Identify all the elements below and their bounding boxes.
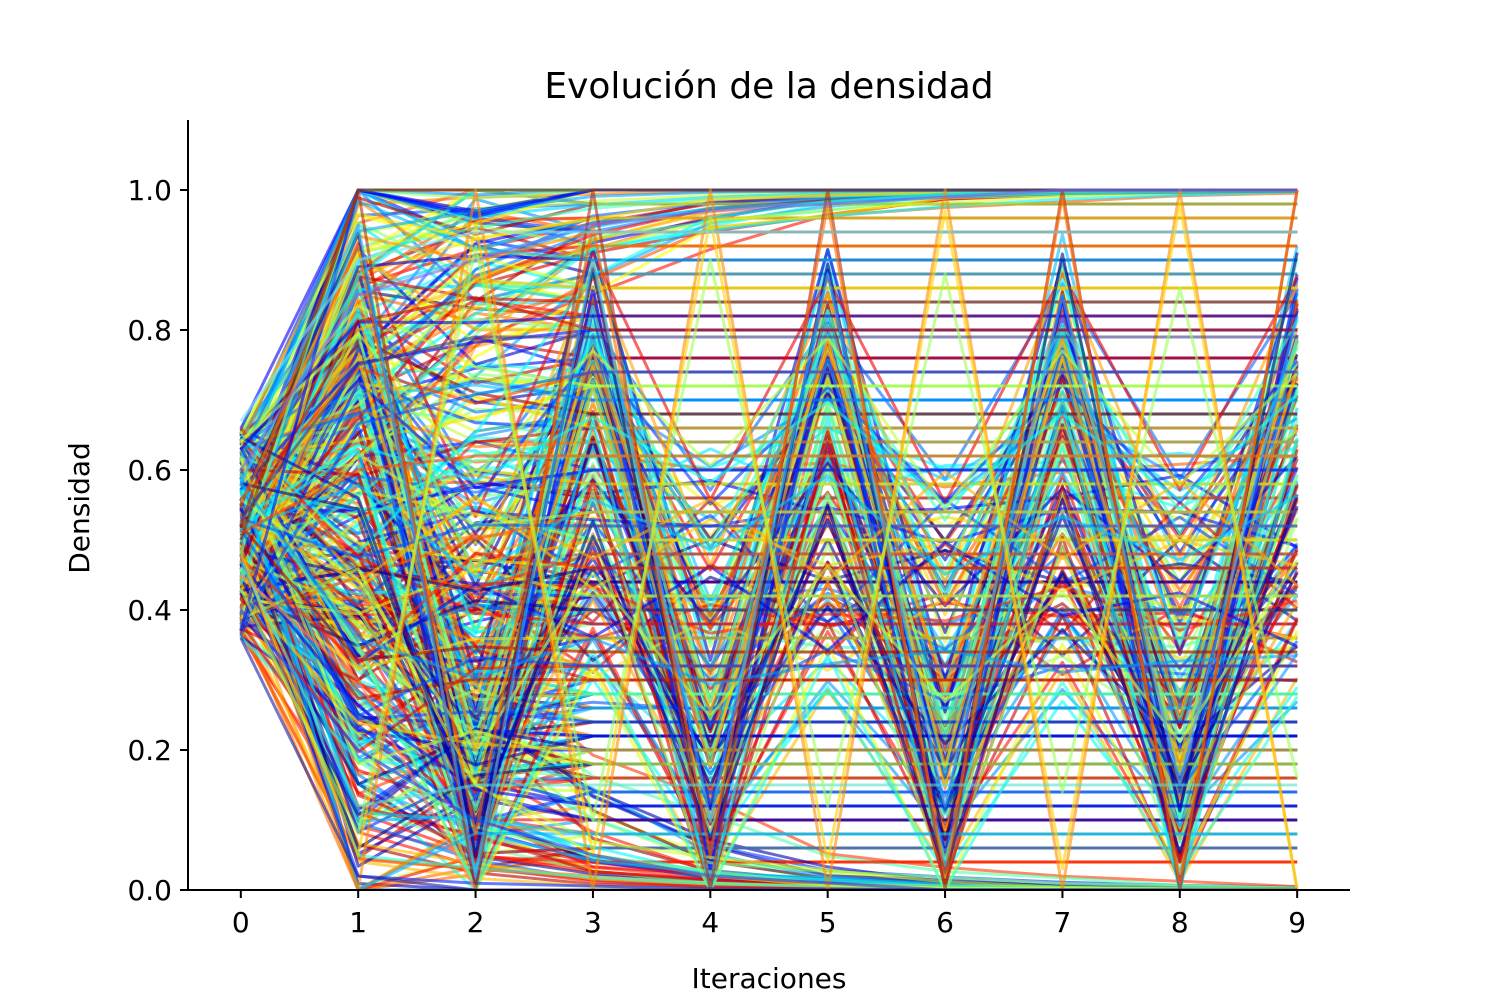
x-ticks: 0 1 2 3 4 5 6 7 8 9 bbox=[232, 890, 1306, 939]
series-line bbox=[239, 332, 1299, 512]
y-tick-label: 0.8 bbox=[127, 314, 172, 347]
x-tick-label: 7 bbox=[1054, 906, 1072, 939]
series-line bbox=[239, 524, 1298, 662]
series-line bbox=[239, 562, 1298, 808]
x-tick-label: 5 bbox=[819, 906, 837, 939]
series-line bbox=[239, 434, 1299, 890]
y-tick-label: 0.4 bbox=[127, 594, 172, 627]
series-line bbox=[239, 438, 1298, 890]
series-line bbox=[240, 454, 1298, 535]
series-line bbox=[239, 275, 1298, 566]
series-line bbox=[239, 199, 1298, 444]
x-tick-label: 2 bbox=[467, 906, 485, 939]
x-tick-label: 8 bbox=[1171, 906, 1189, 939]
series-line bbox=[239, 308, 1299, 646]
x-tick-label: 4 bbox=[701, 906, 719, 939]
series-line bbox=[239, 370, 1298, 628]
series-line bbox=[239, 506, 1298, 724]
series-line bbox=[239, 473, 1298, 890]
series-line bbox=[239, 310, 1299, 830]
series-line bbox=[239, 475, 1298, 850]
series-line bbox=[239, 589, 1298, 752]
x-tick-label: 9 bbox=[1288, 906, 1306, 939]
chart-title: Evolución de la densidad bbox=[544, 66, 993, 107]
x-tick-label: 6 bbox=[936, 906, 954, 939]
y-tick-label: 0.0 bbox=[127, 874, 172, 907]
series-line bbox=[240, 567, 1298, 616]
x-tick-label: 1 bbox=[349, 906, 367, 939]
series-line bbox=[239, 482, 1298, 686]
series-line bbox=[239, 351, 1299, 631]
series-line bbox=[239, 241, 1299, 523]
y-ticks: 0.0 0.2 0.4 0.6 0.8 1.0 bbox=[127, 174, 188, 907]
series-line bbox=[239, 314, 1298, 451]
series-line bbox=[239, 189, 1298, 554]
series-line bbox=[239, 477, 1298, 868]
series-line bbox=[239, 279, 1298, 583]
y-tick-label: 1.0 bbox=[127, 174, 172, 207]
series-line bbox=[239, 277, 1299, 889]
series-line bbox=[239, 309, 1299, 574]
series-line bbox=[239, 244, 1299, 836]
series-line bbox=[239, 335, 1298, 520]
x-tick-label: 0 bbox=[232, 906, 250, 939]
series-line bbox=[239, 304, 1298, 444]
series-line bbox=[239, 484, 1299, 890]
series-line bbox=[239, 381, 1298, 625]
y-tick-label: 0.6 bbox=[127, 454, 172, 487]
series-line bbox=[239, 637, 1298, 890]
series-line bbox=[239, 230, 1298, 422]
series-line bbox=[239, 347, 1299, 637]
y-tick-label: 0.2 bbox=[127, 734, 172, 767]
series-line bbox=[239, 464, 1298, 890]
y-axis-label: Densidad bbox=[63, 442, 96, 574]
series-line bbox=[239, 199, 1298, 553]
series-line bbox=[239, 446, 1298, 664]
series-line bbox=[239, 545, 1298, 890]
series-line bbox=[239, 551, 1298, 665]
series-line bbox=[239, 438, 1298, 626]
x-axis-label: Iteraciones bbox=[692, 962, 847, 995]
series-line bbox=[239, 546, 1298, 890]
series-line bbox=[239, 296, 1298, 529]
series-line bbox=[239, 609, 1298, 890]
series-layer bbox=[239, 188, 1299, 890]
series-line bbox=[239, 188, 1298, 471]
series-line bbox=[239, 508, 1298, 767]
series-line bbox=[239, 560, 1298, 808]
x-tick-label: 3 bbox=[584, 906, 602, 939]
series-line bbox=[239, 212, 1298, 629]
